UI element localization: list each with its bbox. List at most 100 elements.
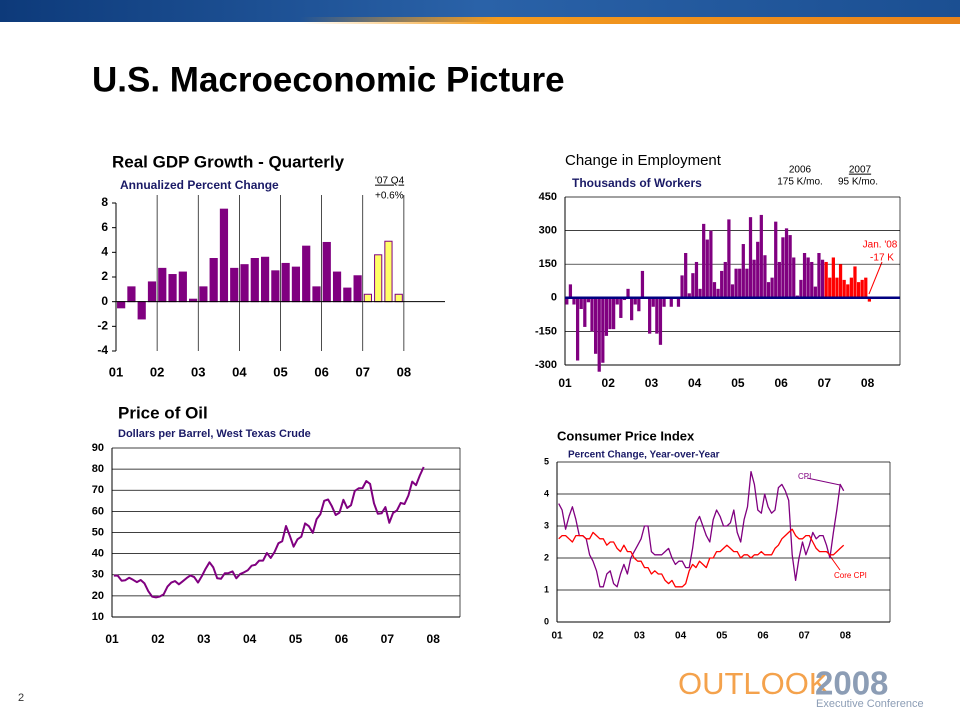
banner <box>0 0 960 22</box>
cpi-arrow <box>806 477 841 486</box>
y-tick-label: 60 <box>92 505 104 517</box>
y-tick-label: 80 <box>92 463 104 475</box>
x-tick-label: 01 <box>109 364 123 379</box>
bar <box>727 219 731 298</box>
series-label: CPI <box>798 472 811 481</box>
bar <box>612 297 616 330</box>
x-tick-label: 07 <box>818 376 832 390</box>
y-tick-label: 6 <box>101 220 108 234</box>
x-tick-label: 01 <box>558 376 572 390</box>
bar <box>302 245 311 303</box>
bar <box>630 297 634 321</box>
x-tick-label: 06 <box>774 376 788 390</box>
bar <box>626 288 630 298</box>
bar <box>824 261 828 298</box>
bar <box>810 261 814 298</box>
bar <box>838 264 843 298</box>
bar <box>720 270 724 298</box>
bar <box>684 253 688 298</box>
bar <box>640 270 645 298</box>
bar <box>608 297 612 330</box>
bar <box>260 256 270 303</box>
bar <box>655 297 659 334</box>
bar <box>864 277 868 298</box>
y-tick-label: 8 <box>101 195 108 209</box>
bar <box>633 297 637 305</box>
y-tick-label: 90 <box>92 442 104 454</box>
bar <box>394 293 403 303</box>
bar <box>759 214 763 298</box>
bar <box>230 267 239 303</box>
x-tick-label: 03 <box>645 376 659 390</box>
bar <box>802 253 807 298</box>
y-tick-label: 50 <box>92 526 104 538</box>
y-tick-label: 300 <box>539 225 557 237</box>
annotation: 175 K/mo. <box>777 177 823 188</box>
x-tick-label: 02 <box>602 376 616 390</box>
line-series <box>113 466 425 599</box>
bar <box>127 286 136 303</box>
x-tick-label: 03 <box>634 631 646 642</box>
line-series <box>558 528 845 588</box>
x-tick-label: 06 <box>314 364 328 379</box>
x-tick-label: 06 <box>335 632 349 646</box>
bar <box>669 297 673 307</box>
y-tick-label: 0 <box>101 294 108 308</box>
bar <box>583 297 587 327</box>
x-tick-label: 08 <box>861 376 875 390</box>
y-tick-label: 2 <box>101 269 108 283</box>
x-tick-label: 05 <box>273 364 287 379</box>
bar <box>752 259 756 298</box>
bar <box>575 297 580 361</box>
y-tick-label: 20 <box>92 590 104 602</box>
chart-subtitle: Thousands of Workers <box>572 176 702 190</box>
bar <box>788 235 792 298</box>
y-tick-label: 0 <box>544 616 549 626</box>
bar <box>676 297 681 307</box>
bar <box>662 297 666 307</box>
bar <box>597 297 601 372</box>
chart-title: Change in Employment <box>565 152 722 169</box>
bar <box>651 297 655 307</box>
x-tick-label: 05 <box>289 632 303 646</box>
bar <box>723 261 727 298</box>
x-tick-label: 08 <box>840 631 852 642</box>
y-tick-label: -4 <box>97 343 108 357</box>
x-tick-label: 01 <box>551 631 563 642</box>
annotation: 2006 <box>789 165 812 176</box>
x-tick-label: 07 <box>799 631 811 642</box>
bar <box>117 301 126 309</box>
chart-subtitle: Dollars per Barrel, West Texas Crude <box>118 428 311 440</box>
bar <box>849 277 853 298</box>
chart-title: Consumer Price Index <box>557 428 695 443</box>
bar <box>867 297 872 302</box>
logo-tagline: Executive Conference <box>816 698 924 710</box>
x-tick-label: 04 <box>243 632 257 646</box>
bar <box>568 284 573 298</box>
bar <box>637 297 641 312</box>
x-tick-label: 04 <box>688 376 702 390</box>
bar <box>813 286 817 298</box>
annotation: 95 K/mo. <box>838 177 878 188</box>
bar <box>240 264 249 303</box>
annotation: +0.6% <box>375 191 404 202</box>
y-tick-label: 10 <box>92 611 104 623</box>
page-number: 2 <box>18 692 24 704</box>
bar <box>774 221 778 298</box>
chart-subtitle: Annualized Percent Change <box>120 178 279 192</box>
bar <box>799 279 803 298</box>
x-tick-label: 03 <box>197 632 211 646</box>
x-tick-label: 02 <box>150 364 164 379</box>
bar <box>806 257 810 298</box>
bar <box>745 268 749 298</box>
y-tick-label: 30 <box>92 569 104 581</box>
bar <box>374 254 383 303</box>
x-tick-label: 03 <box>191 364 205 379</box>
bar <box>353 275 362 303</box>
bar <box>828 277 832 298</box>
bar <box>147 281 157 303</box>
bar <box>281 262 290 303</box>
bar <box>817 253 821 298</box>
bar <box>332 271 342 303</box>
